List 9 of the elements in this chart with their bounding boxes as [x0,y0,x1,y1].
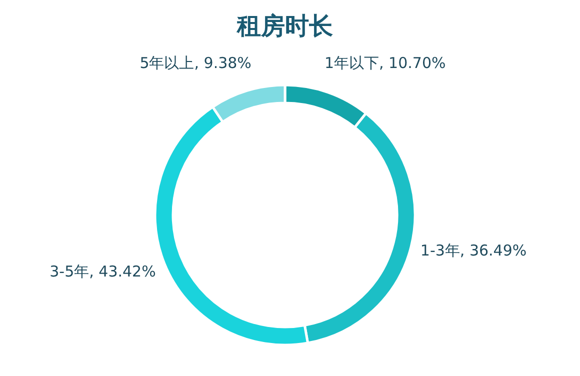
slice-label: 1年以下 [324,54,380,72]
slice-label: 3-5年 [50,262,90,281]
data-label: , 9.38% [194,54,252,72]
chart-title: 租房时长 [236,12,333,40]
slice-label: 1-3年 [420,242,460,260]
data-label: , 36.49% [460,242,527,260]
slice-label: 5年以上 [140,54,194,72]
data-label: , 10.70% [379,54,446,72]
data-label: , 43.42% [89,262,156,281]
